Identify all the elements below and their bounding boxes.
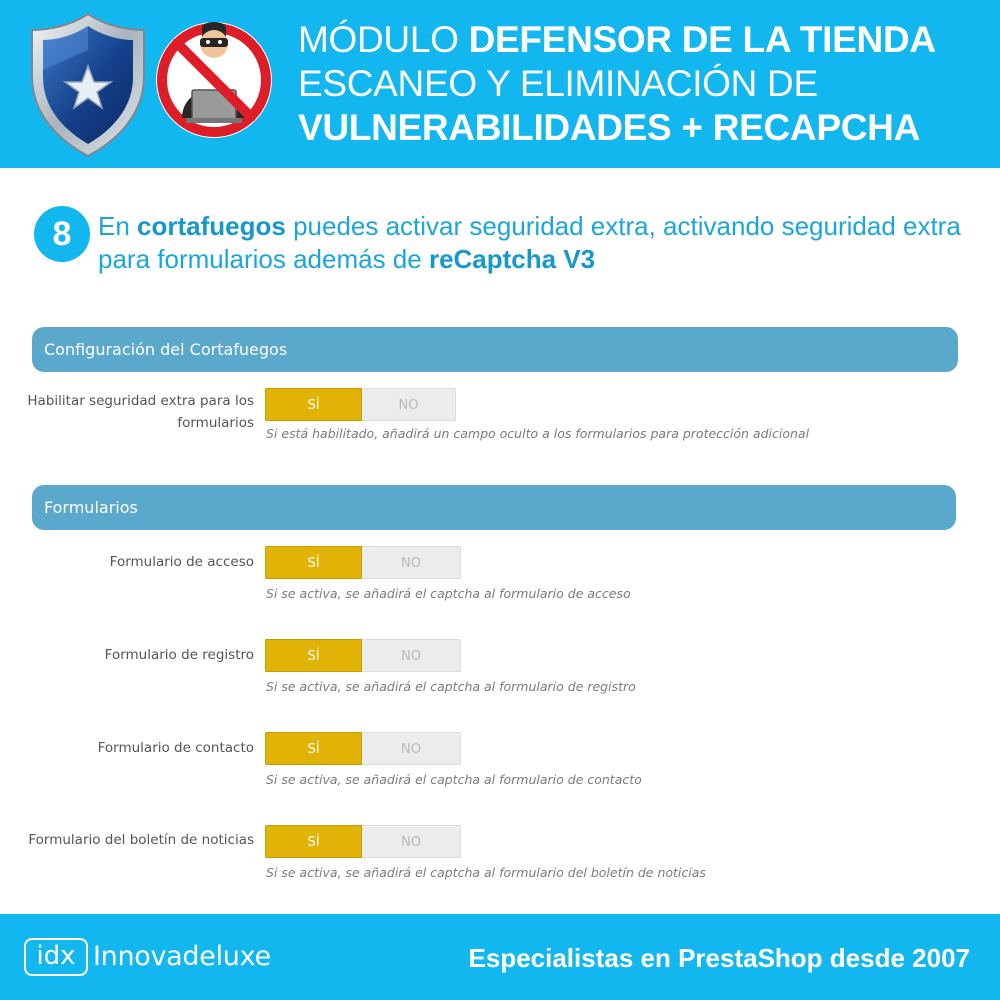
header-title: MÓDULO DEFENSOR DE LA TIENDA ESCANEO Y E… bbox=[298, 18, 988, 150]
toggle-no-option[interactable]: NO bbox=[362, 732, 461, 765]
step-number-badge: 8 bbox=[34, 206, 90, 262]
contact-form-toggle[interactable]: SÍ NO bbox=[265, 732, 461, 765]
newsletter-form-label: Formulario del boletín de noticias bbox=[28, 832, 254, 848]
idx-logo-mark: idx bbox=[24, 938, 88, 976]
footer-bar: idx Innovadeluxe Especialistas en Presta… bbox=[0, 914, 1000, 1000]
extra-security-toggle[interactable]: SÍ NO bbox=[265, 388, 456, 421]
login-form-toggle[interactable]: SÍ NO bbox=[265, 546, 461, 579]
footer-tagline: Especialistas en PrestaShop desde 2007 bbox=[468, 943, 970, 973]
contact-form-help: Si se activa, se añadirá el captcha al f… bbox=[266, 772, 642, 787]
newsletter-form-help: Si se activa, se añadirá el captcha al f… bbox=[266, 865, 706, 880]
newsletter-form-toggle[interactable]: SÍ NO bbox=[265, 825, 461, 858]
toggle-yes-option[interactable]: SÍ bbox=[265, 732, 362, 765]
toggle-yes-option[interactable]: SÍ bbox=[265, 639, 362, 672]
login-form-label: Formulario de acceso bbox=[109, 554, 254, 570]
extra-security-label: Habilitar seguridad extra para los formu… bbox=[27, 393, 254, 431]
toggle-no-option[interactable]: NO bbox=[362, 825, 461, 858]
shield-star-icon bbox=[26, 10, 150, 160]
toggle-yes-option[interactable]: SÍ bbox=[265, 388, 362, 421]
forms-panel-header: Formularios bbox=[32, 485, 956, 530]
register-form-toggle[interactable]: SÍ NO bbox=[265, 639, 461, 672]
toggle-yes-option[interactable]: SÍ bbox=[265, 546, 362, 579]
title-line-2: ESCANEO Y ELIMINACIÓN DE bbox=[298, 63, 818, 104]
toggle-no-option[interactable]: NO bbox=[362, 388, 456, 421]
login-form-help: Si se activa, se añadirá el captcha al f… bbox=[266, 586, 631, 601]
toggle-yes-option[interactable]: SÍ bbox=[265, 825, 362, 858]
toggle-no-option[interactable]: NO bbox=[362, 639, 461, 672]
step-description: En cortafuegos puedes activar seguridad … bbox=[98, 211, 961, 274]
brand-name: Innovadeluxe bbox=[93, 941, 271, 972]
register-form-label: Formulario de registro bbox=[104, 647, 254, 663]
contact-form-label: Formulario de contacto bbox=[97, 740, 254, 756]
header-banner: MÓDULO DEFENSOR DE LA TIENDA ESCANEO Y E… bbox=[0, 0, 1000, 168]
title-line-3: VULNERABILIDADES + RECAPCHA bbox=[298, 107, 920, 148]
extra-security-help: Si está habilitado, añadirá un campo ocu… bbox=[266, 426, 810, 441]
firewall-panel-header: Configuración del Cortafuegos bbox=[32, 327, 958, 372]
toggle-no-option[interactable]: NO bbox=[362, 546, 461, 579]
forbidden-hacker-icon bbox=[150, 14, 278, 146]
register-form-help: Si se activa, se añadirá el captcha al f… bbox=[266, 679, 636, 694]
title-line-1: MÓDULO DEFENSOR DE LA TIENDA bbox=[298, 19, 936, 60]
